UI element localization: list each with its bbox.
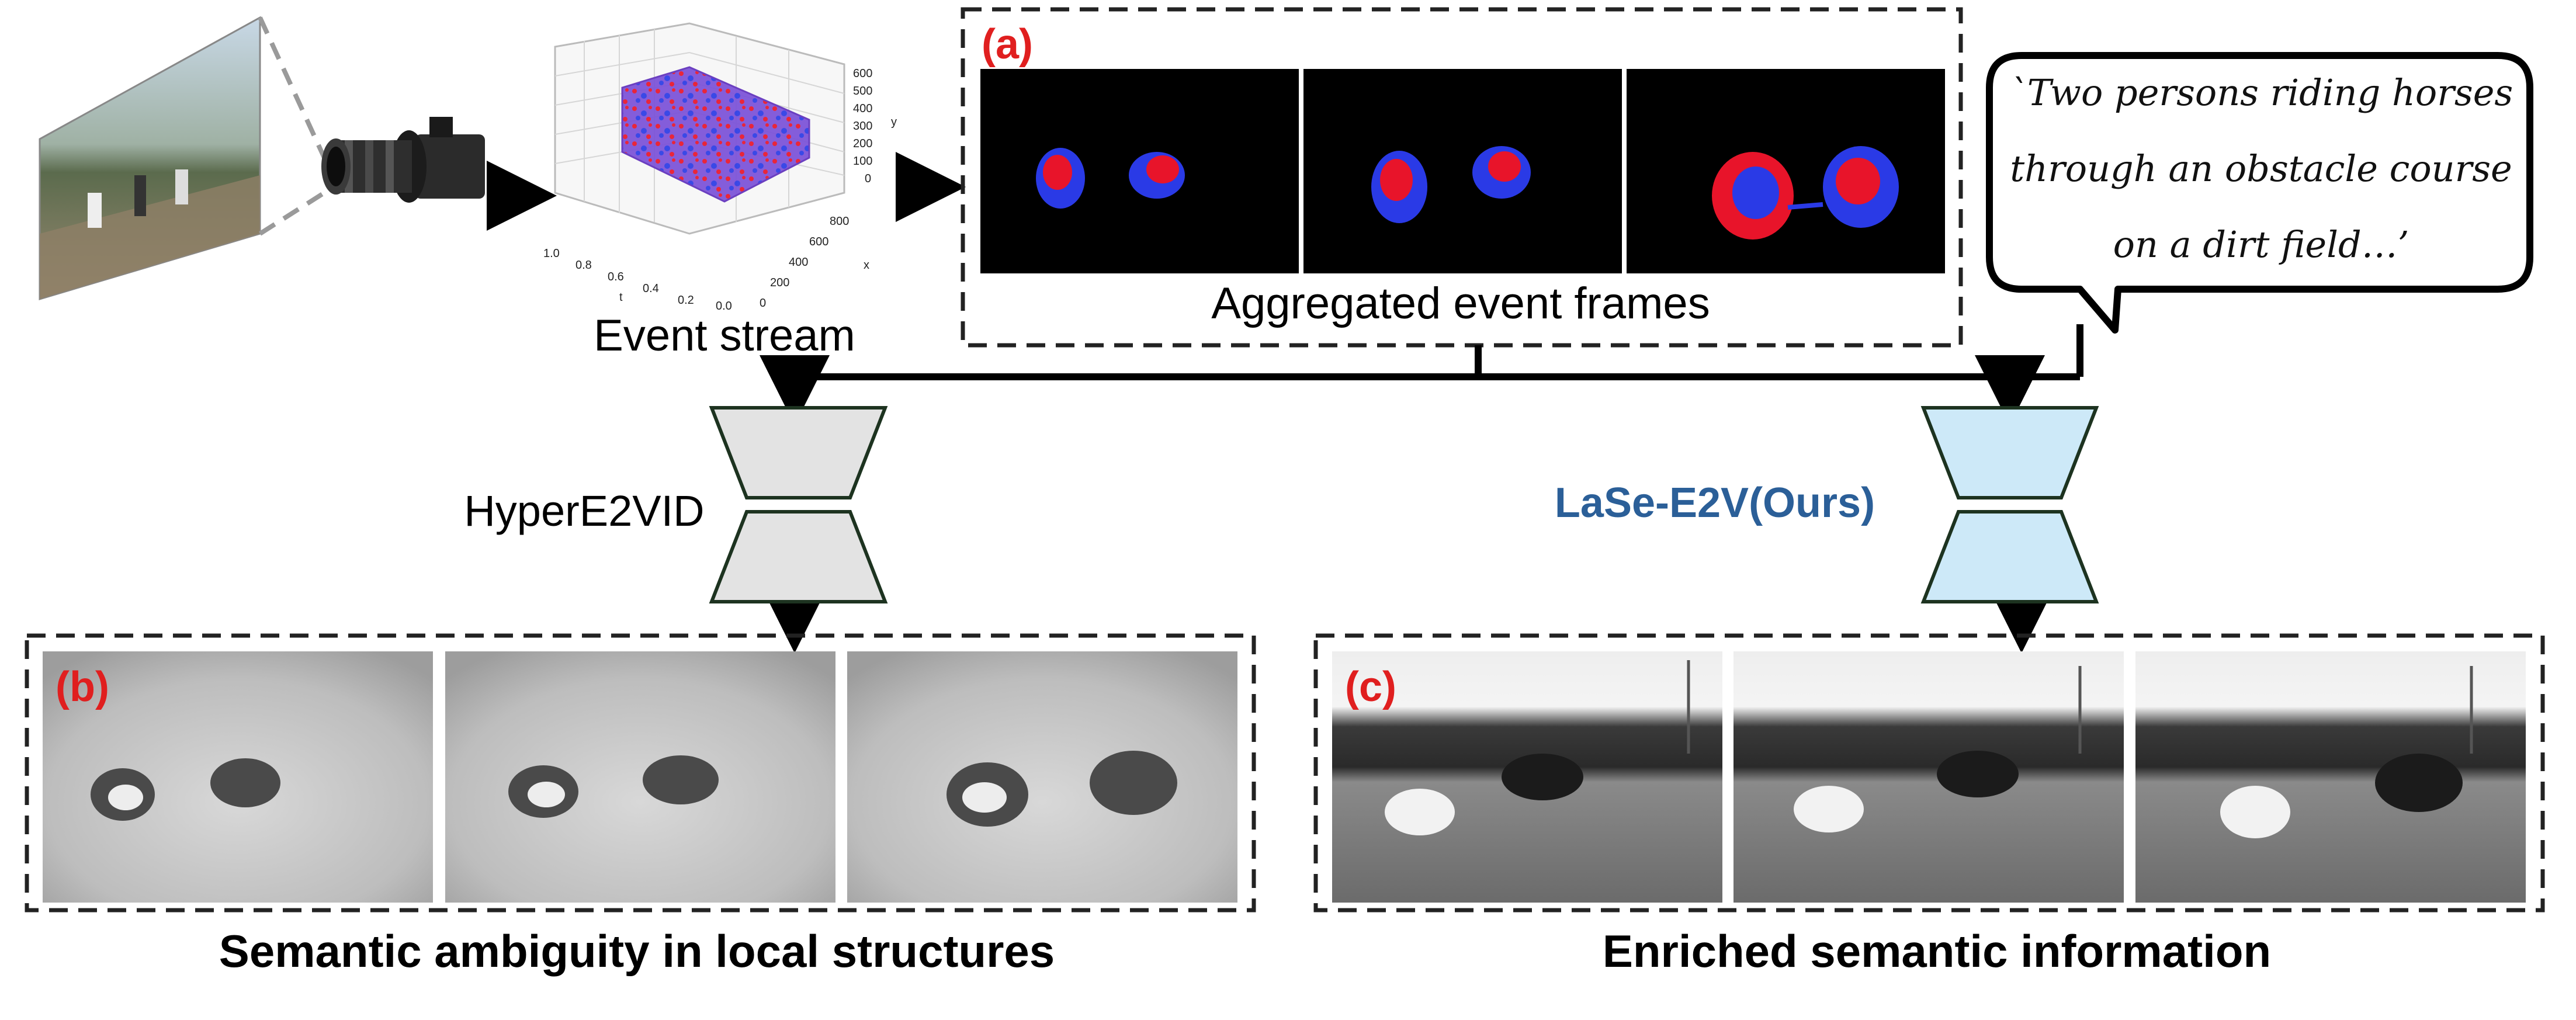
t-tick: 0.6 [608,270,624,283]
t-tick: 0.4 [643,282,659,295]
event-frames [980,69,1945,273]
reconstructed-frame [1733,651,2124,903]
reconstructed-frame [445,651,835,903]
t-tick: 0.0 [716,300,732,313]
baseline-model-label: HyperE2VID [464,487,704,535]
panel-c-box [1313,633,2545,913]
hypere2vid-network [709,406,888,603]
scene-image [39,16,261,301]
panel-c-tag: (c) [1345,664,1396,710]
camera-icon [321,117,485,203]
ours-model-label: LaSe-E2V(Ours) [1555,480,1875,526]
panel-b-caption: Semantic ambiguity in local structures [219,925,1055,977]
projection-lines [258,16,327,236]
x-tick: 600 [809,235,828,248]
reconstructed-frame [2135,651,2526,903]
y-tick: 400 [853,102,872,115]
text-prompt-bubble [1986,52,2533,334]
panel-b-tag: (b) [56,664,109,710]
event-stream-plot [554,22,845,235]
lase-e2v-network [1920,406,2099,603]
y-tick: 300 [853,120,872,133]
event-stream-t-ticks: 1.0 0.8 0.6 0.4 0.2 0.0 t [543,247,732,313]
panel-c-caption: Enriched semantic information [1603,925,2271,977]
t-tick: 0.2 [678,294,694,307]
y-axis-label: y [891,116,897,129]
panel-a-tag: (a) [982,21,1033,68]
panel-a-box [961,7,1963,348]
y-tick: 500 [853,85,872,98]
y-tick: 0 [865,172,871,185]
t-axis-label: t [619,291,623,304]
t-tick: 1.0 [543,247,560,260]
y-tick: 600 [853,67,872,80]
event-stream-x-ticks: 800 600 400 200 0 x [760,215,869,310]
x-tick: 800 [830,215,849,228]
y-tick: 100 [853,155,872,168]
reconstructed-frame [847,651,1237,903]
x-axis-label: x [864,259,869,272]
x-tick: 0 [760,297,766,310]
text-prompt-line: `Two persons riding horses [2009,71,2513,114]
x-tick: 200 [770,276,789,289]
lase-e2v-frames [1332,651,2526,903]
panel-a-caption: Aggregated event frames [1211,279,1710,328]
x-tick: 400 [789,256,808,269]
t-tick: 0.8 [575,259,592,272]
hypere2vid-frames [43,651,1237,903]
y-tick: 200 [853,137,872,150]
event-stream-y-ticks: 600 500 400 300 200 100 0 y [853,67,897,185]
panel-b-box [25,633,1256,913]
connectors [760,324,2083,653]
event-stream-caption: Event stream [594,311,855,360]
event-frame [1303,69,1622,273]
text-prompt-line: through an obstacle course [2010,147,2512,190]
text-prompt-line: on a dirt field…’ [2113,223,2409,266]
